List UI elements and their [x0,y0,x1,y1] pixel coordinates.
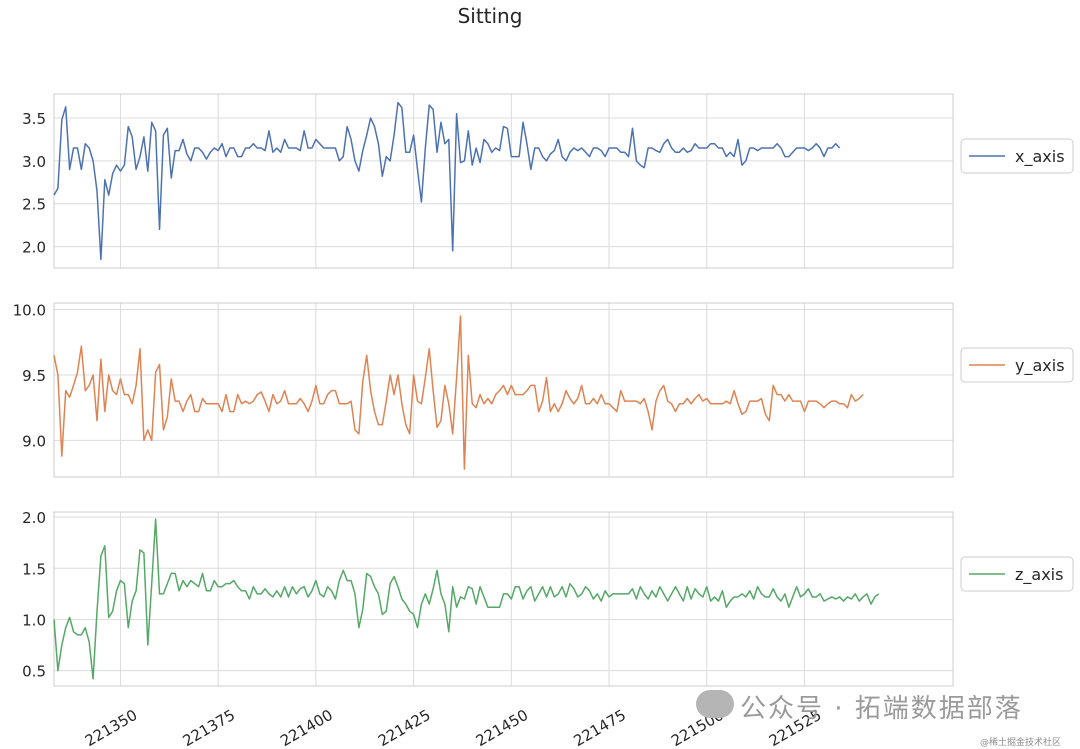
wechat-icon [696,690,734,718]
plot-frame-z_axis [53,511,954,687]
y-tick-label-z_axis-3: 2.0 [22,509,46,527]
plot-frame-y_axis [53,302,954,478]
y-tick-label-y_axis-0: 9.0 [22,432,46,450]
legend-box-z_axis [960,556,1074,592]
plot-frame-x_axis [53,93,954,269]
x-tick-label-2: 221400 [277,706,336,749]
y-tick-label-x_axis-1: 2.5 [22,196,46,214]
y-tick-label-x_axis-3: 3.5 [22,110,46,128]
y-tick-label-y_axis-1: 9.5 [22,367,46,385]
watermark-text: 公众号 · 拓端数据部落 [740,694,1023,724]
chart-title: Sitting [457,4,523,28]
y-tick-label-z_axis-1: 1.0 [22,611,46,629]
series-line-z_axis [53,518,880,680]
x-tick-label-4: 221450 [473,706,532,749]
x-tick-label-0: 221350 [82,706,141,749]
legend-label-y_axis: y_axis [1015,356,1065,376]
x-tick-label-1: 221375 [180,706,239,749]
y-tick-label-z_axis-0: 0.5 [22,663,46,681]
series-line-x_axis [53,101,841,261]
legend-box-y_axis [960,347,1074,383]
legend-box-x_axis [960,138,1074,174]
legend-label-z_axis: z_axis [1015,565,1063,585]
series-line-y_axis [53,315,864,470]
legend-label-x_axis: x_axis [1015,147,1065,167]
x-tick-label-5: 221475 [570,706,629,749]
y-tick-label-y_axis-2: 10.0 [13,302,46,320]
y-tick-label-x_axis-0: 2.0 [22,239,46,257]
y-tick-label-x_axis-2: 3.0 [22,153,46,171]
watermark-small-text: @稀土掘金技术社区 [980,738,1062,748]
y-tick-label-z_axis-2: 1.5 [22,560,46,578]
x-tick-label-3: 221425 [375,706,434,749]
